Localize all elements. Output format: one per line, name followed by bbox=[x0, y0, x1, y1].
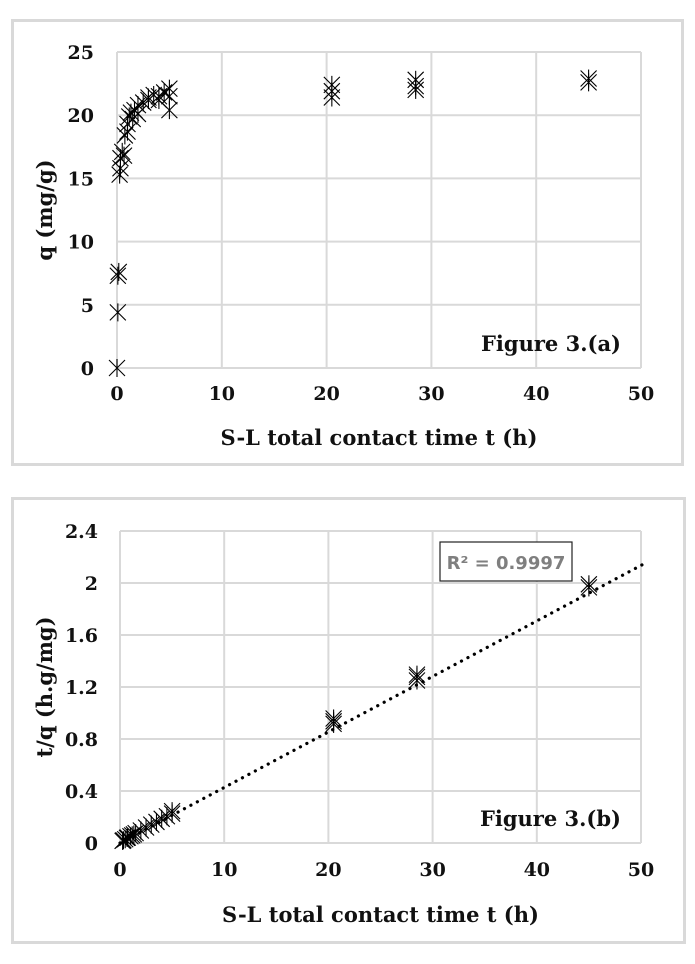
y-tick-label: 1.2 bbox=[65, 677, 98, 699]
x-tick-label: 30 bbox=[419, 859, 445, 881]
data-point-marker bbox=[325, 709, 342, 728]
x-tick-label: 10 bbox=[211, 859, 237, 881]
svg-text:R² = 0.9997: R² = 0.9997 bbox=[447, 553, 566, 574]
x-tick-label: 40 bbox=[523, 383, 549, 405]
data-point-marker bbox=[323, 75, 341, 94]
figure-label: Figure 3.(b) bbox=[480, 806, 621, 831]
y-tick-label: 10 bbox=[68, 232, 94, 254]
data-point-marker bbox=[408, 665, 426, 684]
y-tick-label: 1.6 bbox=[65, 625, 98, 647]
data-point-marker bbox=[161, 79, 178, 98]
figure-label: Figure 3.(a) bbox=[481, 331, 621, 356]
x-tick-label: 50 bbox=[628, 859, 654, 881]
x-tick-label: 0 bbox=[110, 383, 123, 405]
y-tick-label: 5 bbox=[81, 295, 94, 317]
y-tick-label: 15 bbox=[68, 168, 94, 190]
data-point-marker bbox=[108, 359, 126, 377]
x-axis-title: S-L total contact time t (h) bbox=[222, 902, 539, 927]
r-squared-annotation: R² = 0.9997 bbox=[439, 541, 573, 582]
data-point-marker bbox=[580, 575, 598, 594]
x-tick-label: 20 bbox=[315, 859, 341, 881]
y-axis-title: t/q (h.g/mg) bbox=[32, 616, 57, 757]
y-tick-label: 2 bbox=[85, 573, 98, 595]
y-tick-label: 0 bbox=[85, 833, 98, 855]
chart-panel-b: 0 10 20 30 40 50 0 0.4 0.8 1.2 1.6 2 2.4 S-L total co… bbox=[11, 497, 686, 944]
y-tick-label: 0.8 bbox=[65, 729, 98, 751]
data-point-marker bbox=[109, 266, 127, 285]
y-tick-label: 25 bbox=[68, 42, 94, 64]
y-tick-label: 0 bbox=[81, 358, 94, 380]
x-axis-title: S-L total contact time t (h) bbox=[221, 425, 538, 450]
x-tick-label: 0 bbox=[113, 859, 126, 881]
x-tick-label: 20 bbox=[313, 383, 339, 405]
data-point-marker bbox=[109, 303, 127, 322]
gridlines bbox=[119, 530, 642, 844]
y-tick-label: 2.4 bbox=[65, 521, 98, 543]
x-tick-label: 40 bbox=[524, 859, 550, 881]
x-tick-label: 10 bbox=[209, 383, 235, 405]
chart-b-canvas: 0 10 20 30 40 50 0 0.4 0.8 1.2 1.6 2 2.4 S-L total co… bbox=[32, 521, 654, 927]
y-tick-label: 0.4 bbox=[65, 781, 98, 803]
data-points bbox=[114, 575, 598, 850]
y-axis-title: q (mg/g) bbox=[32, 159, 57, 260]
data-point-marker bbox=[163, 802, 181, 821]
chart-panel-a: 0 10 20 30 40 50 0 5 10 15 20 25 S-L total contact t… bbox=[11, 19, 684, 466]
data-point-marker bbox=[110, 262, 128, 281]
chart-a-canvas: 0 10 20 30 40 50 0 5 10 15 20 25 S-L total contact t… bbox=[32, 42, 654, 450]
x-tick-label: 30 bbox=[418, 383, 444, 405]
gridlines bbox=[116, 51, 642, 369]
data-point-marker bbox=[407, 70, 425, 89]
y-tick-label: 20 bbox=[68, 105, 94, 127]
x-tick-label: 50 bbox=[628, 383, 654, 405]
trendline bbox=[118, 562, 646, 845]
data-points bbox=[108, 69, 597, 377]
data-point-marker bbox=[580, 69, 597, 88]
data-point-marker bbox=[115, 146, 133, 165]
